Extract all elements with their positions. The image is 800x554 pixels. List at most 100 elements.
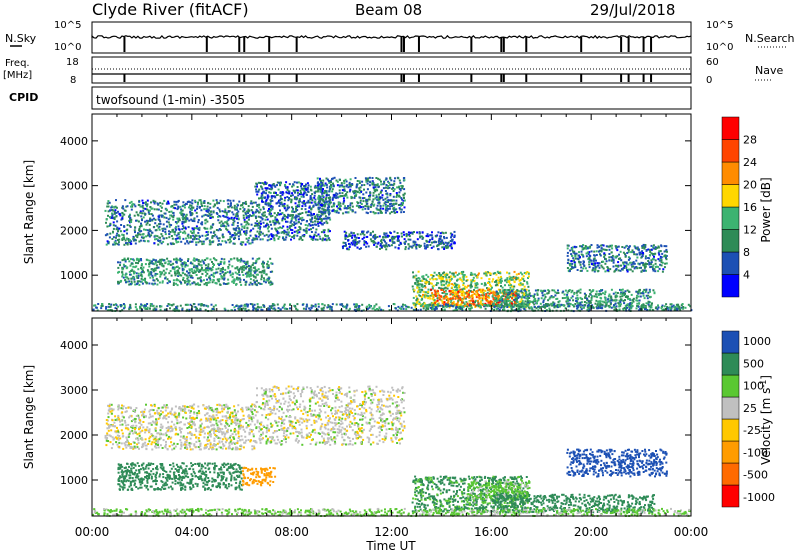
data-point [594,269,597,272]
data-point [422,293,424,296]
data-point [526,282,529,285]
data-point [273,237,276,240]
data-point [155,264,158,267]
data-point [146,240,149,243]
data-point [266,196,269,199]
data-point [157,208,160,211]
data-point [619,295,622,298]
data-point [307,201,310,204]
data-point [639,295,642,298]
data-point [316,203,319,206]
data-point [149,230,152,232]
data-point [351,202,354,205]
data-point [552,301,555,304]
data-point [267,225,270,228]
data-point [430,274,433,276]
data-point [547,304,550,307]
data-point [383,233,386,236]
data-point [524,300,527,303]
data-point [295,230,298,233]
data-point [274,219,277,222]
data-point [500,277,503,280]
data-point [213,203,216,206]
data-point [448,276,451,279]
data-point [575,300,578,302]
data-point [191,232,194,234]
data-point [282,237,284,240]
data-point [141,270,144,273]
data-point [492,298,495,301]
data-point [438,273,441,276]
data-point [295,189,298,192]
data-point [489,272,492,275]
data-point [198,206,201,209]
data-point [193,220,196,223]
data-point [365,199,368,202]
data-point [162,240,165,243]
data-point [263,197,266,199]
data-point [283,199,286,202]
data-point [636,294,638,297]
data-point [342,241,345,244]
data-point [299,182,302,185]
data-point [132,203,135,206]
data-point [217,262,220,265]
data-point [443,280,446,283]
data-point [276,202,279,205]
data-point [465,291,468,294]
data-point [330,181,332,184]
data-point [365,191,368,194]
data-point [136,234,139,237]
data-point [245,214,248,217]
data-point [300,185,302,188]
data-point [445,276,448,279]
data-point [165,268,168,271]
data-point [341,245,344,248]
data-point [397,239,400,242]
data-point [405,235,408,238]
data-point [300,222,302,225]
data-point [273,222,276,224]
data-point [387,180,390,183]
data-point [189,236,192,239]
data-point [139,224,142,227]
noise-trace [91,34,692,52]
data-point [395,235,398,238]
data-point [122,234,125,237]
data-point [658,253,661,256]
data-point [286,188,289,191]
data-point [177,199,180,202]
data-point [124,199,127,202]
data-point [382,207,385,210]
data-point [456,294,459,296]
data-point [164,228,167,231]
data-point [156,235,159,238]
data-point [404,248,407,251]
data-point [220,260,223,263]
data-point [188,219,191,222]
data-point [330,205,333,208]
data-point [322,209,325,212]
data-point [349,202,352,205]
data-point [290,201,293,204]
data-point [584,267,587,270]
data-point [187,281,190,284]
data-point [174,258,177,261]
data-point [222,222,225,225]
data-point [211,235,214,237]
data-point [140,236,143,239]
data-point [147,211,150,214]
data-point [250,215,253,217]
data-point [412,296,415,299]
data-point [257,203,260,206]
data-point [384,200,387,203]
data-point [380,183,383,186]
noise-right-tick-top: 10^5 [706,20,733,31]
data-point [293,181,296,184]
data-point [494,272,497,274]
data-point [181,263,184,266]
data-point [421,231,424,234]
data-point [617,261,620,264]
data-point [417,270,420,273]
data-point [489,288,492,291]
